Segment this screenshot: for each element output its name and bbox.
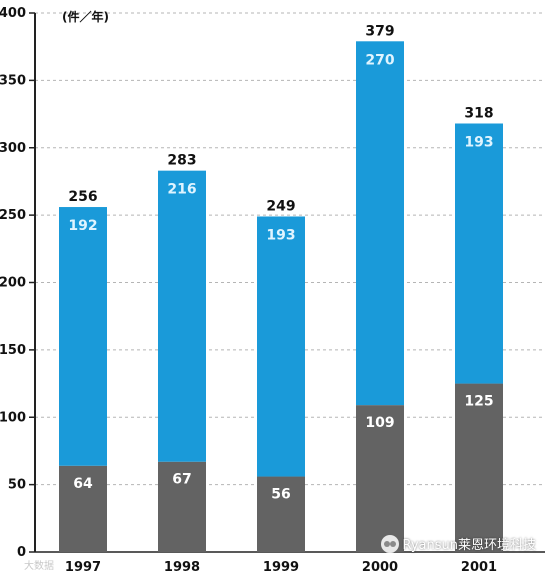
x-tick-label-1999: 1999 <box>263 560 299 575</box>
total-label-2000: 379 <box>365 23 394 39</box>
y-tick-label-100: 100 <box>0 410 26 425</box>
y-tick-label-50: 50 <box>8 478 26 493</box>
y-axis-unit-label: (件／年) <box>62 10 109 24</box>
corner-watermark: 大数据 <box>24 561 54 572</box>
y-tick-label-200: 200 <box>0 276 26 291</box>
total-label-1998: 283 <box>167 153 196 169</box>
bar-1999-series-1 <box>257 216 305 477</box>
y-tick-label-250: 250 <box>0 208 26 223</box>
x-tick-label-2000: 2000 <box>362 560 398 575</box>
bar-1998-series-0 <box>158 461 206 552</box>
bar-1997-series-1 <box>59 207 107 466</box>
y-tick-label-0: 0 <box>17 545 26 560</box>
tick-labels: 0 50 100 150 200 250 300 350 400 1997 1998 1999 2000… <box>0 6 497 575</box>
x-tick-label-1998: 1998 <box>164 560 200 575</box>
y-tick-label-150: 150 <box>0 343 26 358</box>
segment-label-1997-series-0: 64 <box>73 476 93 492</box>
segment-label-2000-series-0: 109 <box>365 415 394 431</box>
watermark-text: Ryansun莱恩环境科技 <box>402 538 536 553</box>
segment-label-2001-series-1: 193 <box>464 134 493 150</box>
segment-label-1998-series-0: 67 <box>172 472 191 488</box>
x-tick-label-1997: 1997 <box>65 560 101 575</box>
bar-1999-series-0 <box>257 476 305 552</box>
bar-1998-series-1 <box>158 170 206 462</box>
bar-2001-series-0 <box>455 383 503 552</box>
total-label-1997: 256 <box>68 189 97 205</box>
y-tick-label-300: 300 <box>0 141 26 156</box>
total-label-1999: 249 <box>266 198 295 214</box>
bar-2000-series-1 <box>356 41 404 406</box>
bar-2001-series-1 <box>455 123 503 384</box>
segment-label-2000-series-1: 270 <box>365 52 394 68</box>
segment-label-1998-series-1: 216 <box>167 182 196 198</box>
total-label-2001: 318 <box>464 105 493 121</box>
segment-label-1999-series-0: 56 <box>271 487 290 503</box>
bars <box>59 41 503 552</box>
watermark: Ryansun莱恩环境科技 <box>380 534 536 553</box>
y-tick-label-350: 350 <box>0 73 26 88</box>
y-tick-label-400: 400 <box>0 6 26 21</box>
segment-label-2001-series-0: 125 <box>464 394 493 410</box>
data-labels: 64 192 256 67 216 283 56 193 249 109 270 379 125 193 3… <box>68 23 493 502</box>
segment-label-1997-series-1: 192 <box>68 218 97 234</box>
bar-2000-series-0 <box>356 405 404 552</box>
wechat-icon <box>380 534 399 553</box>
segment-label-1999-series-1: 193 <box>266 227 295 243</box>
x-tick-label-2001: 2001 <box>461 560 497 575</box>
bar-1997-series-0 <box>59 465 107 552</box>
